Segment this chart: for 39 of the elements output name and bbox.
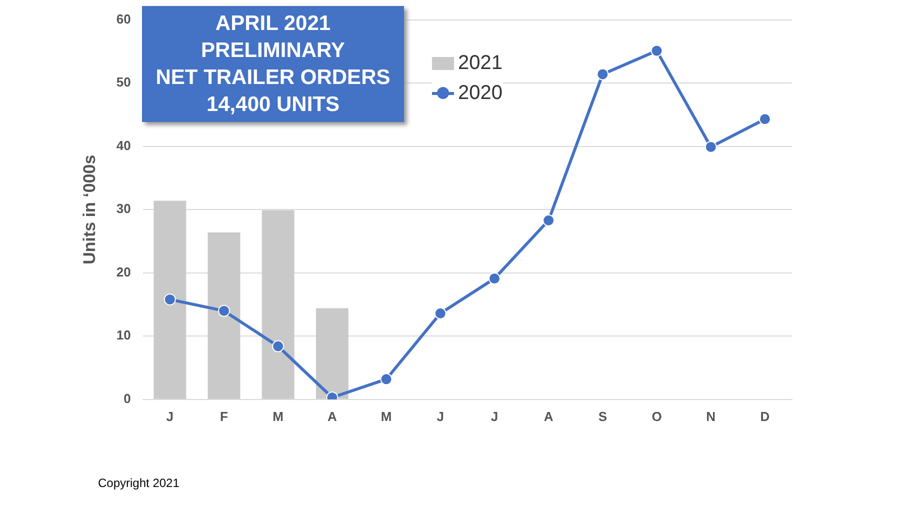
x-tick-label: N bbox=[706, 408, 716, 424]
point bbox=[164, 293, 176, 306]
y-axis-title: Units in ‘000s bbox=[80, 154, 99, 264]
legend-label: 2021 bbox=[457, 50, 502, 76]
x-tick-label: O bbox=[652, 408, 662, 424]
y-tick-label: 40 bbox=[116, 138, 131, 153]
point bbox=[488, 272, 500, 285]
x-tick-label: F bbox=[220, 408, 228, 424]
point bbox=[218, 304, 230, 317]
point bbox=[380, 373, 392, 386]
bar bbox=[316, 308, 348, 399]
y-tick-label: 60 bbox=[116, 11, 131, 26]
x-tick-label: J bbox=[166, 408, 174, 424]
x-tick-label: A bbox=[327, 408, 338, 424]
text: Copyright 2021 bbox=[98, 476, 180, 490]
text: APRIL 2021 PRELIMINARY NET TRAILER ORDERS 14,400 UNITS bbox=[142, 6, 404, 122]
point bbox=[758, 113, 771, 126]
point bbox=[272, 340, 284, 352]
legend-label: 2020 bbox=[457, 80, 502, 106]
x-tick-label: A bbox=[544, 408, 554, 424]
x-tick-label: S bbox=[598, 408, 608, 424]
bar bbox=[208, 232, 240, 399]
bar bbox=[262, 210, 294, 399]
point bbox=[596, 68, 609, 80]
bar bbox=[154, 200, 186, 399]
y-tick-label: 50 bbox=[116, 74, 131, 90]
y-tick-label: 20 bbox=[116, 264, 131, 280]
point bbox=[650, 44, 663, 57]
x-tick-label: D bbox=[760, 408, 770, 424]
x-tick-label: J bbox=[490, 408, 498, 424]
y-tick-label: 0 bbox=[124, 390, 131, 406]
y-tick-label: 30 bbox=[116, 201, 131, 216]
point bbox=[434, 307, 446, 320]
x-tick-label: J bbox=[436, 408, 444, 424]
point bbox=[542, 214, 555, 226]
point bbox=[704, 140, 717, 153]
x-tick-label: M bbox=[380, 408, 392, 424]
y-tick-label: 10 bbox=[116, 328, 131, 343]
x-tick-label: M bbox=[272, 408, 284, 424]
